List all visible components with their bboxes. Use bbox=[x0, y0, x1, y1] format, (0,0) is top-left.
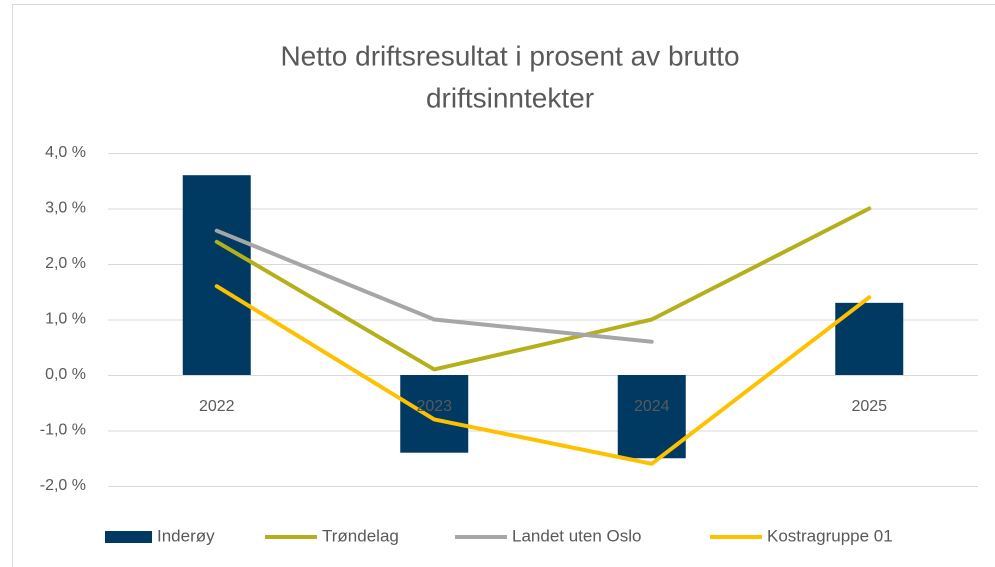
legend-swatch bbox=[105, 531, 152, 543]
grid bbox=[108, 153, 978, 487]
y-tick-label: 4,0 % bbox=[45, 144, 86, 161]
chart-title: driftsinntekter bbox=[426, 82, 594, 113]
legend-label: Inderøy bbox=[157, 526, 215, 545]
x-tick-label: 2023 bbox=[416, 398, 452, 415]
x-tick-label: 2024 bbox=[634, 398, 670, 415]
legend-label: Kostragruppe 01 bbox=[767, 526, 893, 545]
bar bbox=[400, 375, 469, 453]
legend-label: Landet uten Oslo bbox=[512, 526, 641, 545]
line bbox=[214, 284, 872, 466]
chart-title: Netto driftsresultat i prosent av brutto bbox=[280, 40, 739, 71]
lines bbox=[214, 206, 872, 466]
bar bbox=[182, 175, 251, 375]
y-tick-label: 3,0 % bbox=[45, 200, 86, 217]
line bbox=[214, 228, 654, 344]
x-tick-label: 2022 bbox=[199, 398, 235, 415]
y-tick-label: -2,0 % bbox=[40, 477, 86, 494]
y-tick-label: 1,0 % bbox=[45, 311, 86, 328]
bars bbox=[182, 175, 904, 459]
legend-label: Trøndelag bbox=[322, 526, 399, 545]
y-tick-label: 2,0 % bbox=[45, 255, 86, 272]
y-tick-label: 0,0 % bbox=[45, 366, 86, 383]
y-tick-label: -1,0 % bbox=[40, 422, 86, 439]
line bbox=[214, 206, 872, 372]
labels: -2,0 % -1,0 % 0,0 % 1,0 % 2,0 % 3,0 % 4,0 % 202… bbox=[40, 144, 893, 545]
x-tick-label: 2025 bbox=[851, 398, 887, 415]
chart-border bbox=[12, 4, 995, 567]
